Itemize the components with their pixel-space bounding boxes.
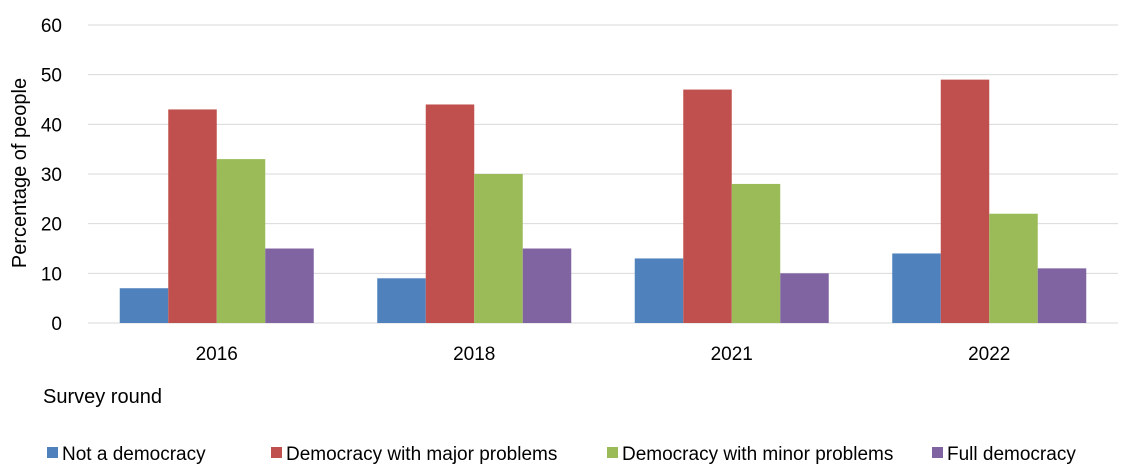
x-axis-title: Survey round [43, 386, 162, 408]
legend-swatch [47, 447, 58, 458]
x-tick-label: 2022 [968, 344, 1010, 365]
x-tick-label: 2018 [453, 344, 495, 365]
bar-full-democracy-2021 [780, 273, 829, 323]
y-tick-label: 30 [41, 165, 62, 186]
bar-full-democracy-2022 [1037, 268, 1087, 323]
y-tick-label: 50 [41, 66, 62, 87]
legend-label: Not a democracy [62, 444, 206, 465]
bars [119, 79, 1087, 323]
legend-swatch [271, 447, 282, 458]
legend: Not a democracy Democracy with major prob… [47, 444, 1076, 465]
y-tick-label: 20 [41, 215, 62, 236]
legend-label: Democracy with major problems [286, 444, 557, 465]
bar-not-a-democracy-2022 [892, 253, 941, 323]
bar-democracy-with-minor-problems-2021 [731, 183, 781, 323]
y-tick-label: 0 [51, 314, 62, 335]
y-axis-ticks: 0 10 20 30 40 50 60 [41, 16, 62, 335]
legend-label: Full democracy [947, 444, 1076, 465]
legend-label: Democracy with minor problems [622, 444, 893, 465]
bar-not-a-democracy-2016 [119, 288, 169, 323]
bar-full-democracy-2018 [522, 248, 572, 323]
bar-democracy-with-major-problems-2021 [683, 89, 732, 323]
bar-democracy-with-major-problems-2016 [168, 109, 217, 323]
x-tick-label: 2021 [711, 344, 753, 365]
y-tick-label: 40 [41, 115, 62, 136]
y-axis-title: Percentage of people [9, 78, 31, 268]
bar-democracy-with-minor-problems-2018 [474, 174, 523, 323]
y-tick-label: 10 [41, 264, 62, 285]
y-tick-label: 60 [41, 16, 62, 37]
bar-not-a-democracy-2021 [634, 258, 684, 323]
legend-swatch [932, 447, 943, 458]
bar-not-a-democracy-2018 [377, 278, 426, 323]
x-tick-label: 2016 [196, 344, 238, 365]
bar-democracy-with-minor-problems-2022 [989, 213, 1038, 323]
bar-full-democracy-2016 [265, 248, 314, 323]
bar-democracy-with-major-problems-2018 [425, 104, 475, 323]
legend-swatch [607, 447, 618, 458]
x-axis-ticks: 2016 2018 2021 2022 [196, 344, 1011, 365]
bar-democracy-with-major-problems-2022 [940, 79, 990, 323]
bar-democracy-with-minor-problems-2016 [216, 159, 266, 323]
